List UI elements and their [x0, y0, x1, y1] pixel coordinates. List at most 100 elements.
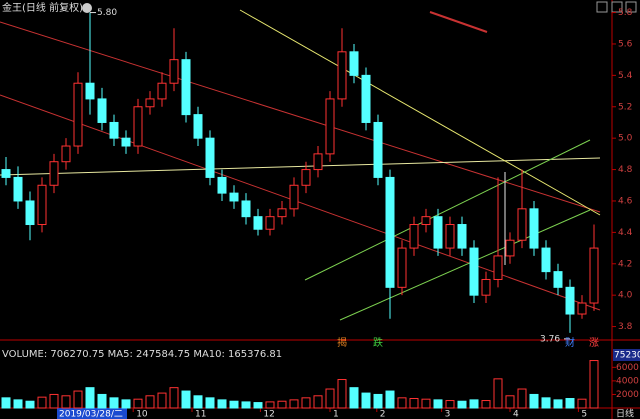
chart-title: 金王(日线 前复权) [2, 1, 83, 14]
x-tick-label: 3 [445, 410, 451, 419]
event-marker: 跌 [373, 336, 383, 349]
candle-body [421, 216, 431, 226]
volume-bar [85, 387, 95, 409]
window-icon[interactable] [596, 1, 608, 13]
candle-body [565, 286, 575, 315]
candle-body [121, 137, 131, 147]
candle-body [553, 271, 563, 288]
volume-bar [145, 395, 155, 409]
y-tick-label: 5.0 [618, 134, 633, 144]
candle-body [589, 247, 599, 304]
y-tick-label: 4.8 [618, 165, 633, 175]
y-tick-label: 4.0 [618, 291, 633, 301]
volume-bar [541, 397, 551, 409]
candle-body [361, 74, 371, 123]
candle-body [373, 121, 383, 178]
candle-body [385, 176, 395, 288]
candle-body [445, 224, 455, 249]
window-icon[interactable] [611, 1, 623, 13]
volume-bar [313, 395, 323, 409]
volume-bar [373, 393, 383, 409]
candle-body [1, 169, 11, 178]
volume-bar [217, 399, 227, 409]
candle-body [181, 59, 191, 116]
candle-body [505, 239, 515, 257]
volume-bar [457, 400, 467, 409]
label-box [57, 408, 127, 419]
volume-bar [481, 400, 491, 409]
volume-bar [109, 397, 119, 409]
candle-body [253, 216, 263, 230]
volume-bar [25, 400, 35, 409]
volume-bar [1, 397, 11, 409]
window-icon[interactable] [625, 1, 637, 13]
volume-bar [169, 387, 179, 409]
y-tick-label: 5.8 [618, 8, 633, 18]
x-tick-label: 10 [136, 410, 148, 419]
candle-body [193, 114, 203, 139]
candle-body [13, 176, 23, 202]
volume-bar [493, 378, 503, 409]
trend-line [304, 139, 591, 281]
volume-bar [277, 400, 287, 409]
volume-bar [97, 393, 107, 409]
volume-bar [553, 399, 563, 409]
candle-body [529, 208, 539, 249]
volume-bar [193, 395, 203, 409]
x-tick-label: 12 [263, 410, 274, 419]
y-tick-label: 2000 [616, 390, 639, 400]
volume-bar [565, 398, 575, 409]
candle-body [397, 247, 407, 288]
volume-bar [205, 397, 215, 409]
x-tick-label: 11 [195, 410, 206, 419]
y-tick-label: 6000 [616, 363, 639, 373]
candle-body [73, 82, 83, 147]
volume-bar [421, 398, 431, 409]
volume-bar [409, 398, 419, 409]
event-marker: 财 [565, 336, 575, 349]
volume-header: VOLUME: 706270.75 MA5: 247584.75 MA10: 1… [2, 349, 282, 360]
volume-bar [505, 395, 515, 409]
volume-bar [433, 399, 443, 409]
candle-body [157, 82, 167, 100]
volume-bar [253, 402, 263, 409]
candle-body [61, 145, 71, 163]
volume-bar [361, 392, 371, 409]
volume-bar [517, 388, 527, 409]
trend-line [239, 9, 601, 216]
trend-line [429, 11, 488, 33]
volume-bar [397, 397, 407, 409]
candle-body [493, 255, 503, 280]
menu-icon[interactable] [82, 3, 92, 13]
volume-bar [469, 399, 479, 409]
candle-body [217, 176, 227, 194]
volume-bar [349, 387, 359, 409]
y-tick-label: 4000 [616, 376, 639, 386]
volume-bar [301, 397, 311, 409]
candle-body [277, 208, 287, 218]
volume-bar [37, 396, 47, 409]
candle-body [25, 200, 35, 226]
candle-body [169, 59, 179, 84]
candle-body [37, 184, 47, 226]
candle-body [265, 216, 275, 230]
volume-bar [337, 379, 347, 409]
x-tick-label: 1 [333, 410, 339, 419]
y-tick-label: 3.8 [618, 322, 633, 332]
y-tick-label: 5.6 [618, 39, 633, 49]
x-tick-label: 5 [581, 410, 587, 419]
volume-bar [325, 388, 335, 409]
candle-body [409, 224, 419, 249]
candle-body [517, 208, 527, 241]
y-tick-label: 5.2 [618, 102, 632, 112]
period-label: 日线 [616, 408, 634, 419]
trend-line [0, 157, 601, 176]
label-box [613, 349, 640, 361]
volume-bar [157, 392, 167, 409]
candle-body [301, 169, 311, 186]
candle-body [481, 278, 491, 296]
trend-line [339, 209, 591, 321]
volume-bar [445, 400, 455, 409]
y-tick-label: 4.4 [618, 228, 633, 238]
